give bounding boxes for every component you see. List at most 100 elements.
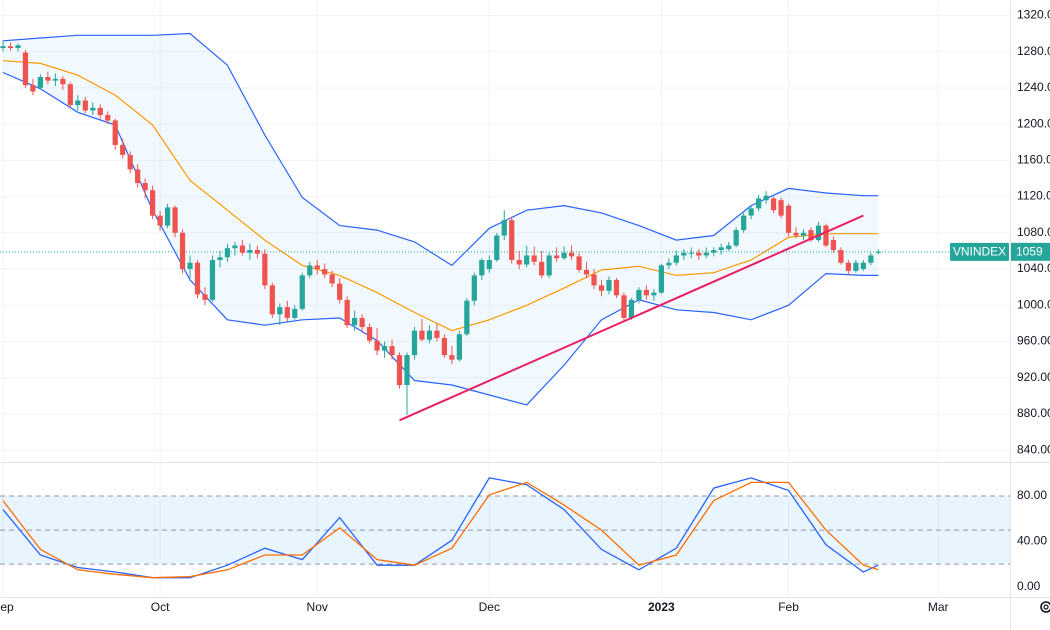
gear-ring [1040, 601, 1050, 613]
candle-body [479, 259, 485, 276]
candle-body [756, 198, 762, 209]
candle-body [366, 327, 373, 341]
candle-body [135, 169, 141, 183]
x-tick-label: Oct [151, 600, 170, 614]
x-tick-label: Mar [928, 600, 949, 614]
candle-body [127, 154, 133, 170]
candle-body [651, 292, 657, 296]
candle-body [868, 255, 874, 263]
y-tick-label: 1320.00 [1017, 8, 1050, 22]
candle-body [554, 255, 560, 259]
candle-body [853, 262, 859, 271]
candle-body [598, 285, 605, 291]
candle-body [82, 100, 88, 111]
x-tick-label: Nov [307, 600, 328, 614]
price-pane [0, 0, 1010, 462]
axes: 1320.00 1280.00 1240.00 1200.00 1160.00 1120.… [0, 8, 1050, 614]
symbol-label: VNINDEX [953, 245, 1006, 259]
candle-body [164, 207, 171, 226]
candle-body [344, 299, 350, 326]
candle-body [606, 279, 612, 291]
bollinger-fill [3, 33, 879, 405]
candle-body [120, 144, 126, 155]
candle-body [785, 205, 792, 233]
candle-body [509, 220, 515, 260]
candle-body [770, 198, 777, 211]
candle-body [741, 215, 747, 231]
candle-body [150, 190, 156, 216]
candle-body [703, 252, 709, 256]
candle-body [718, 247, 724, 251]
stochastic-pane [0, 462, 1010, 597]
candle-body [726, 245, 732, 250]
candle-body [494, 235, 500, 260]
candle-body [464, 300, 470, 335]
candle-body [673, 255, 679, 263]
candle-body [561, 252, 567, 259]
y-tick-label: 1120.00 [1017, 189, 1050, 203]
candle-body [486, 259, 492, 270]
candle-body [90, 107, 96, 111]
candle-body [52, 78, 58, 81]
candle-body [239, 245, 246, 253]
y-tick-label: 1240.00 [1017, 80, 1050, 94]
candle-body [763, 195, 769, 201]
y-tick-label: 920.00 [1017, 370, 1050, 384]
symbol-label-box [950, 242, 1009, 261]
candle-body [449, 355, 455, 360]
candle-body [352, 317, 358, 326]
candle-body [381, 346, 388, 351]
candle-body [112, 120, 118, 145]
candle-body [546, 255, 552, 276]
candle-body [711, 250, 717, 253]
gear-hub [1043, 604, 1049, 610]
candle-body [539, 261, 545, 276]
candle-body [800, 232, 807, 236]
candle-body [314, 265, 320, 270]
candle-body [471, 275, 477, 301]
candle-body [7, 46, 14, 49]
candle-body [636, 289, 642, 300]
bollinger-upper [2, 32, 879, 267]
price-label-box [1011, 242, 1050, 261]
candle-body [262, 253, 268, 286]
candle-body [202, 294, 208, 300]
candle-body [232, 245, 238, 249]
candle-body [591, 274, 597, 286]
candle-body [688, 252, 694, 254]
candle-body [411, 330, 418, 356]
candle-body [516, 259, 522, 265]
y-tick-label: 0.00 [1017, 579, 1041, 593]
candle-body [172, 207, 178, 233]
x-tick-label: Sep [0, 600, 14, 614]
candle-body [404, 355, 410, 385]
candle-body [254, 250, 260, 254]
candle-body [67, 84, 73, 106]
candle-body [247, 250, 253, 253]
candle-body [441, 337, 448, 356]
candle-body [823, 225, 829, 246]
candle-body [37, 77, 44, 88]
candle-body [621, 295, 627, 318]
candle-body [105, 115, 111, 121]
candle-body [501, 220, 507, 236]
candle-body [793, 232, 799, 236]
settings-icon[interactable] [1040, 601, 1050, 613]
candle-body [531, 255, 537, 262]
candle-body [583, 269, 590, 275]
candle-body [456, 334, 462, 360]
y-tick-label: 960.00 [1017, 334, 1050, 348]
candle-body [292, 308, 298, 318]
x-tick-label: Feb [778, 600, 799, 614]
candle-body [875, 251, 881, 253]
candle-body [329, 274, 335, 284]
y-tick-label: 1160.00 [1017, 153, 1050, 167]
candle-body [643, 289, 650, 296]
candle-body [389, 346, 395, 356]
candle-body [434, 330, 440, 338]
candle-body [157, 215, 163, 226]
candle-body [284, 307, 290, 318]
candle-body [45, 77, 51, 81]
